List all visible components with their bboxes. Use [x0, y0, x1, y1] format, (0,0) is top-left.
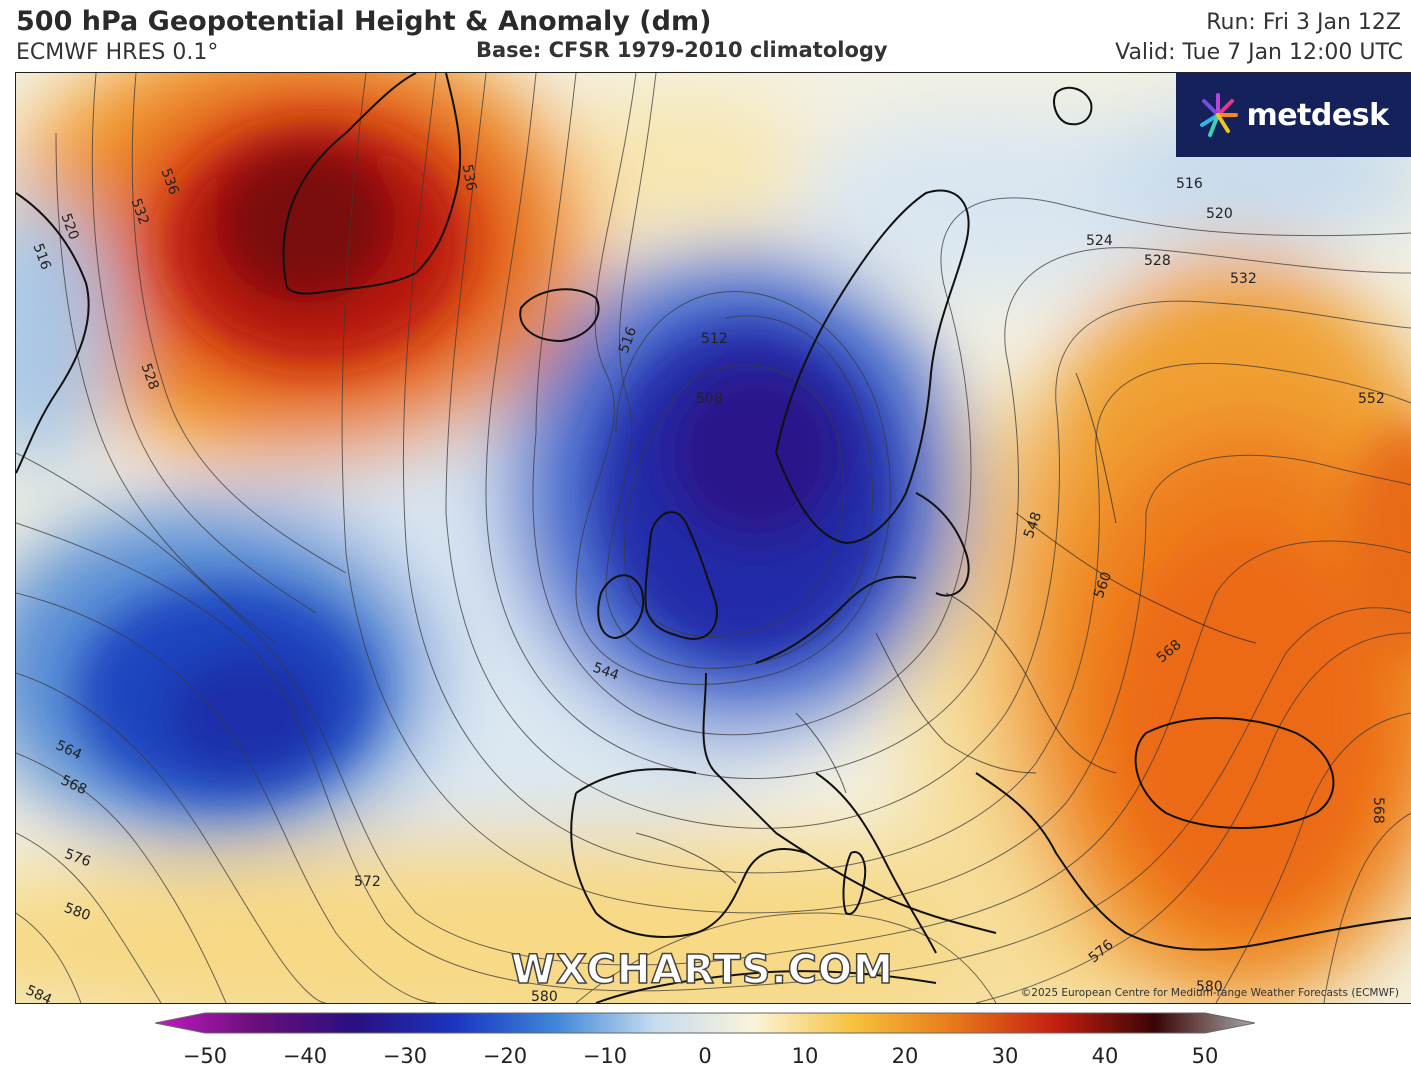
- valid-time: Valid: Tue 7 Jan 12:00 UTC: [1115, 40, 1403, 65]
- colorbar-tick-label: 40: [1091, 1044, 1119, 1068]
- colorbar-strip: [154, 1012, 1256, 1034]
- sardinia-coast: [842, 851, 867, 915]
- labrador-coast: [16, 192, 90, 474]
- greenland-coast: [282, 73, 462, 295]
- colorbar-tick-label: 30: [991, 1044, 1019, 1068]
- british-isles-coast: [644, 511, 718, 640]
- colorbar-tick-label: 20: [891, 1044, 919, 1068]
- chart-title: 500 hPa Geopotential Height & Anomaly (d…: [16, 6, 712, 37]
- logo-text: metdesk: [1246, 97, 1389, 133]
- model-name: ECMWF HRES 0.1°: [16, 40, 219, 65]
- coastlines: [16, 73, 1411, 1003]
- contour-label: 524: [1086, 233, 1113, 249]
- climatology-base: Base: CFSR 1979-2010 climatology: [476, 38, 888, 62]
- height-contours: [16, 73, 1411, 1003]
- scandinavia-coast: [775, 189, 970, 545]
- contour-label: 536: [459, 163, 479, 192]
- contour-label: 580: [1196, 979, 1223, 995]
- colorbar-tick-label: −20: [482, 1044, 528, 1068]
- north-africa-coast: [595, 970, 937, 1003]
- contour-label: 516: [1176, 176, 1203, 192]
- watermark: WXCHARTS.COM: [510, 946, 894, 994]
- colorbar-tick-label: 0: [698, 1044, 712, 1068]
- colorbar-tick-label: 10: [791, 1044, 819, 1068]
- contour-label: 512: [701, 331, 728, 347]
- country-borders: [635, 372, 1257, 884]
- ireland-coast: [597, 574, 645, 640]
- contour-label: 532: [1230, 271, 1257, 287]
- contour-label: 528: [1144, 253, 1171, 269]
- italy-coast: [815, 772, 937, 954]
- iceland-coast: [519, 288, 600, 343]
- metdesk-logo: metdesk: [1176, 73, 1411, 157]
- anomaly-cores: [76, 123, 1411, 913]
- contour-label: 520: [1206, 206, 1233, 222]
- anomaly-map: 512 508 516 516 520 524 528 532 552 528 …: [15, 72, 1411, 1004]
- metdesk-burst-icon: [1200, 93, 1239, 137]
- baltic-coast: [915, 492, 970, 597]
- europe-coast: [570, 575, 997, 938]
- black-sea-coast: [1134, 717, 1335, 829]
- run-time: Run: Fri 3 Jan 12Z: [1206, 10, 1401, 35]
- contour-label: 580: [531, 989, 558, 1003]
- colorbar-svg: [154, 1012, 1256, 1034]
- map-svg: 512 508 516 516 520 524 528 532 552 528 …: [16, 73, 1411, 1003]
- contour-label: 552: [1358, 391, 1385, 407]
- colorbar-tick-label: −10: [582, 1044, 628, 1068]
- colorbar-tick-label: 50: [1191, 1044, 1219, 1068]
- colorbar: −50 −40 −30 −20 −10 0 10 20 30 40 50: [154, 1012, 1256, 1082]
- balkan-coast: [975, 772, 1411, 951]
- colorbar-tick-label: −40: [282, 1044, 328, 1068]
- contour-label: 508: [696, 391, 723, 407]
- contour-label: 572: [354, 874, 381, 890]
- svalbard-coast: [1053, 86, 1093, 126]
- colorbar-tick-label: −30: [382, 1044, 428, 1068]
- copyright-notice: ©2025 European Centre for Medium-range W…: [1020, 987, 1399, 999]
- contour-label: 568: [1370, 797, 1386, 824]
- colorbar-tick-label: −50: [182, 1044, 228, 1068]
